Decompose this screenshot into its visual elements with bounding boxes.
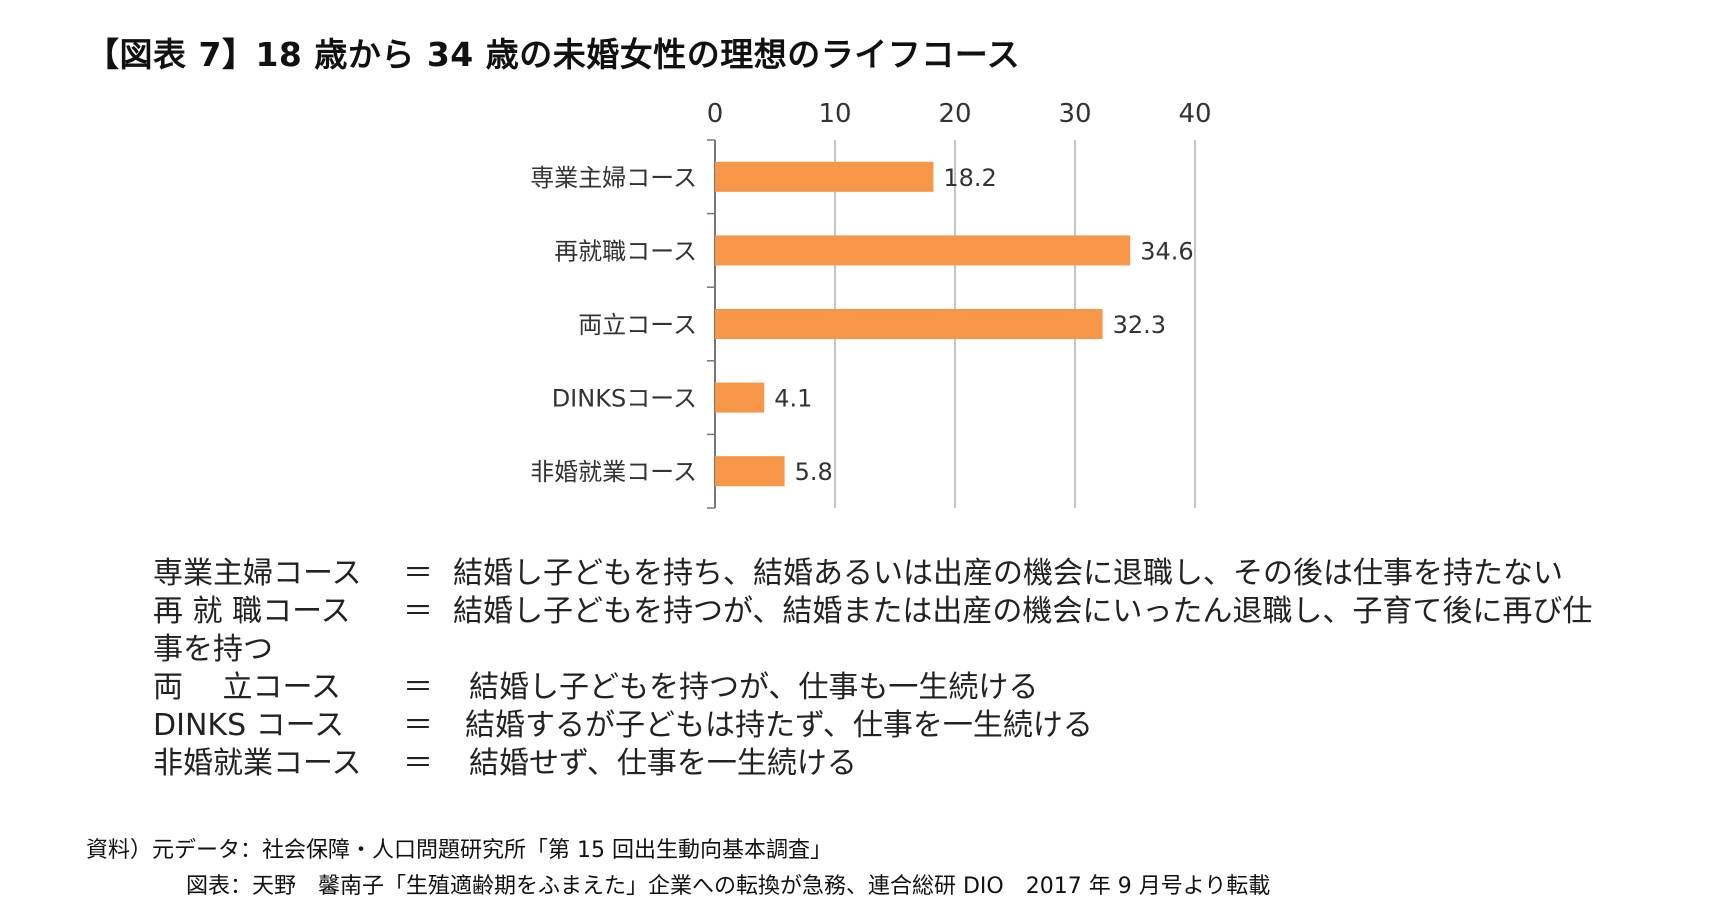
definition-term: 事を持つ xyxy=(153,632,273,667)
definition-equals: ＝ xyxy=(403,556,433,591)
x-tick-label: 0 xyxy=(707,100,724,129)
source-note: 資料）元データ：社会保障・人口問題研究所「第 15 回出生動向基本調査」 xyxy=(86,838,832,863)
figure-credit: 図表：天野 馨南子「生殖適齢期をふまえた」企業への転換が急務、連合総研 DIO … xyxy=(186,874,1271,899)
definition-row: 再 就 職コース ＝ 結婚し子どもを持つが、結婚または出産の機会にいったん退職し、子… xyxy=(153,593,1592,631)
definition-term: DINKS コース xyxy=(153,708,345,743)
definition-text: 結婚し子どもを持つが、仕事も一生続ける xyxy=(469,670,1039,705)
x-tick-label: 10 xyxy=(818,100,851,129)
definition-equals: ＝ xyxy=(403,708,433,743)
category-label: 両立コース xyxy=(578,311,697,339)
definition-row: 非婚就業コース ＝ 結婚せず、仕事を一生続ける xyxy=(153,745,1592,783)
definitions-list: 専業主婦コース ＝ 結婚し子どもを持ち、結婚あるいは出産の機会に退職し、その後は仕事… xyxy=(153,555,1592,783)
page-title: 【図表 7】18 歳から 34 歳の未婚女性の理想のライフコース xyxy=(86,35,1021,74)
definition-text: 結婚し子どもを持つが、結婚または出産の機会にいったん退職し、子育て後に再び仕 xyxy=(453,594,1593,629)
definition-text: 結婚し子どもを持ち、結婚あるいは出産の機会に退職し、その後は仕事を持たない xyxy=(453,556,1563,591)
bar xyxy=(715,456,785,487)
definition-term: 再 就 職コース xyxy=(153,594,351,629)
definition-text: 結婚せず、仕事を一生続ける xyxy=(469,746,857,781)
bar xyxy=(715,235,1131,266)
data-label: 34.6 xyxy=(1140,237,1193,265)
definition-equals: ＝ xyxy=(403,594,433,629)
bar-chart: 0 10 20 30 40 専業主婦コース 18.2 再就職コース 34.6 両立コース 32.3 D… xyxy=(515,99,1235,520)
data-label: 32.3 xyxy=(1113,311,1166,339)
definition-term: 専業主婦コース xyxy=(153,556,362,591)
bar xyxy=(715,382,765,413)
data-label: 18.2 xyxy=(943,164,996,192)
definition-term: 両 立コース xyxy=(153,670,342,705)
category-label: 再就職コース xyxy=(554,237,697,265)
definition-equals: ＝ xyxy=(403,670,433,705)
x-tick-label: 20 xyxy=(938,100,971,129)
bar xyxy=(715,161,934,192)
x-tick-label: 30 xyxy=(1058,100,1091,129)
definition-row: 専業主婦コース ＝ 結婚し子どもを持ち、結婚あるいは出産の機会に退職し、その後は仕事… xyxy=(153,555,1592,593)
definition-equals: ＝ xyxy=(403,746,433,781)
definition-row: 両 立コース ＝ 結婚し子どもを持つが、仕事も一生続ける xyxy=(153,669,1592,707)
definition-term: 非婚就業コース xyxy=(153,746,362,781)
bar xyxy=(715,309,1103,339)
data-label: 4.1 xyxy=(774,385,812,413)
definition-text: 結婚するが子どもは持たず、仕事を一生続ける xyxy=(465,708,1093,743)
x-tick-label: 40 xyxy=(1178,100,1211,129)
definition-row: DINKS コース ＝ 結婚するが子どもは持たず、仕事を一生続ける xyxy=(153,707,1592,745)
chart-svg: 0 10 20 30 40 専業主婦コース 18.2 再就職コース 34.6 両立コース 32.3 D… xyxy=(530,99,1212,509)
definition-row: 事を持つ xyxy=(153,631,1592,669)
category-label: 専業主婦コース xyxy=(530,164,697,192)
data-label: 5.8 xyxy=(795,458,833,486)
category-label: 非婚就業コース xyxy=(530,458,697,486)
category-label: DINKSコース xyxy=(552,385,697,413)
